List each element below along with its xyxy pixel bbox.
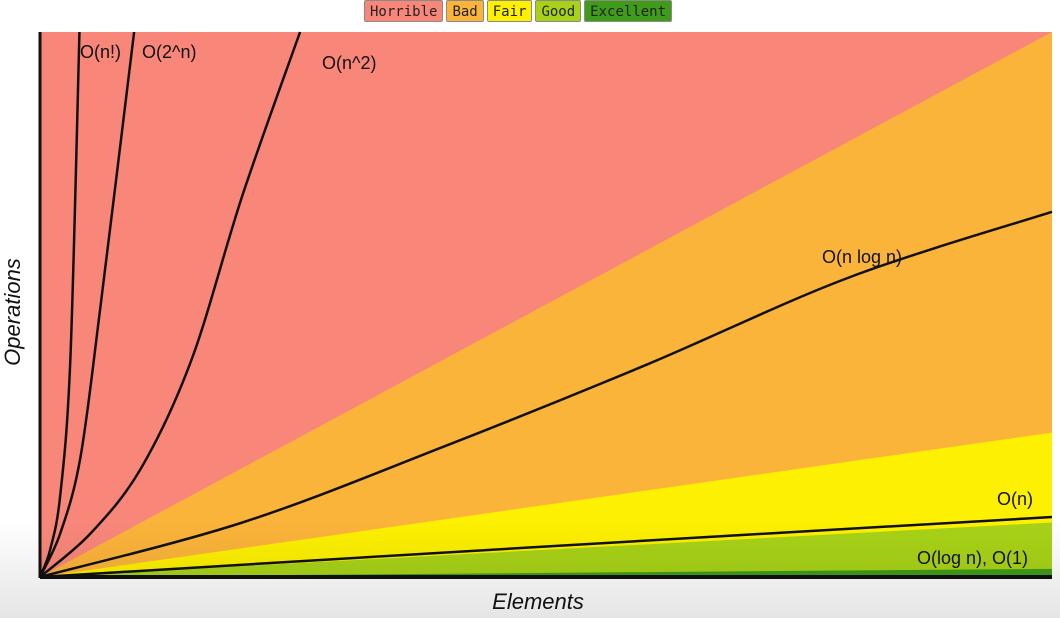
legend-item-good: Good	[535, 0, 582, 22]
curve-label-o-n: O(n)	[997, 489, 1033, 509]
curve-labels-layer: O(n!) O(2^n) O(n^2) O(n log n) O(n) O(log n),…	[80, 42, 1033, 568]
curve-label-o-n-2: O(n^2)	[322, 53, 376, 73]
legend-item-horrible: Horrible	[364, 0, 444, 22]
x-axis-title: Elements	[492, 589, 584, 614]
region-bad	[40, 32, 1052, 577]
curve-label-o-log-n-o-1: O(log n), O(1)	[917, 548, 1028, 568]
curve-o-n-2	[39, 31, 302, 578]
curve-label-o-n-log-n: O(n log n)	[822, 247, 902, 267]
curve-label-o-n: O(n!)	[80, 42, 121, 62]
curve-o-n	[39, 515, 1053, 579]
curve-o-n	[38, 31, 81, 578]
curve-o-2-n	[38, 31, 136, 578]
regions-layer	[40, 32, 1052, 577]
curve-label-o-2-n: O(2^n)	[142, 42, 196, 62]
legend-item-fair: Fair	[486, 0, 533, 22]
legend-item-bad: Bad	[446, 0, 484, 22]
region-excellent	[40, 568, 1052, 577]
curve-o-n-log-n	[39, 210, 1053, 579]
region-good	[40, 522, 1052, 577]
legend-item-excellent: Excellent	[584, 0, 673, 22]
legend: Horrible Bad Fair Good Excellent	[364, 0, 673, 24]
y-axis-title: Operations	[0, 258, 25, 366]
